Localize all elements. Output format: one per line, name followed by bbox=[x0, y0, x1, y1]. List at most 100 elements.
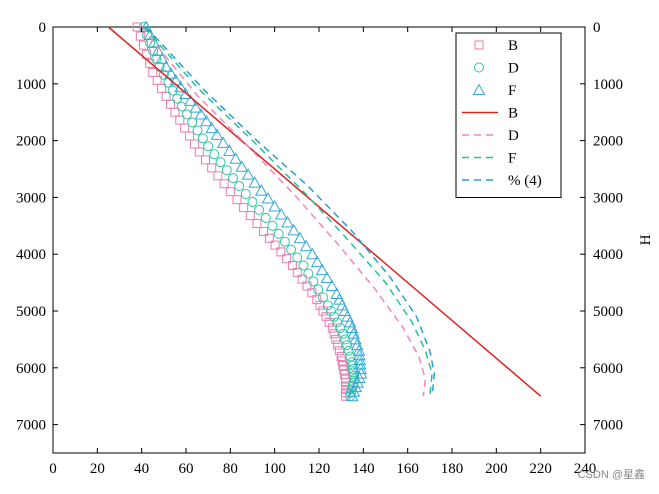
series-2-point-42 bbox=[347, 327, 360, 339]
x-tick-label-10: 200 bbox=[485, 461, 508, 477]
series-0-point-17 bbox=[207, 163, 217, 173]
series-0-point-20 bbox=[225, 187, 235, 197]
series-1-point-33 bbox=[313, 284, 324, 295]
series-0-point-26 bbox=[264, 233, 274, 243]
series-1-point-34 bbox=[317, 292, 328, 303]
series-1-point-38 bbox=[332, 317, 343, 328]
series-1-point-37 bbox=[329, 311, 340, 322]
series-0-point-33 bbox=[302, 281, 312, 291]
x-tick-label-6: 120 bbox=[308, 461, 331, 477]
series-0-point-32 bbox=[297, 274, 307, 284]
x-tick-label-2: 40 bbox=[134, 461, 149, 477]
series-1-point-6 bbox=[158, 69, 169, 80]
series-0-point-34 bbox=[307, 288, 317, 298]
series-1-point-22 bbox=[247, 196, 258, 207]
series-4-line bbox=[141, 26, 427, 397]
series-3-line bbox=[107, 26, 542, 397]
series-0-point-28 bbox=[276, 247, 286, 257]
series-1-point-10 bbox=[176, 101, 187, 112]
y-tick-label-right-0: 0 bbox=[593, 20, 601, 36]
series-2-point-33 bbox=[320, 271, 334, 284]
series-1-point-46 bbox=[347, 360, 358, 371]
series-1-point-30 bbox=[298, 260, 309, 271]
series-2-point-54 bbox=[347, 385, 361, 397]
series-0-point-45 bbox=[336, 351, 346, 361]
y-tick-label-right-3: 3000 bbox=[593, 190, 623, 206]
series-2-point-24 bbox=[268, 199, 282, 212]
series-2-point-11 bbox=[189, 101, 203, 113]
series-0-point-16 bbox=[201, 155, 211, 165]
series-2-point-51 bbox=[352, 371, 366, 384]
series-1-point-29 bbox=[292, 252, 303, 263]
series-1-point-49 bbox=[349, 370, 360, 381]
y-tick-label-left-5: 5000 bbox=[16, 304, 46, 320]
x-tick-label-12: 240 bbox=[574, 461, 597, 477]
series-2-point-29 bbox=[299, 239, 313, 252]
series-1-point-8 bbox=[167, 85, 178, 96]
x-tick-label-1: 20 bbox=[90, 461, 105, 477]
series-0-point-39 bbox=[324, 317, 334, 327]
series-2-point-55 bbox=[345, 389, 359, 402]
y-tick-label-right-4: 4000 bbox=[593, 247, 623, 263]
watermark: CSDN @星鑫 bbox=[577, 469, 645, 481]
legend-label-5: F bbox=[508, 151, 516, 167]
series-1-point-40 bbox=[338, 328, 349, 339]
series-1-point-39 bbox=[335, 323, 346, 334]
series-0-point-14 bbox=[189, 139, 199, 149]
legend-label-1: D bbox=[508, 61, 519, 77]
series-4 bbox=[141, 26, 427, 397]
legend-label-6: % (4) bbox=[508, 173, 542, 189]
series-0-point-19 bbox=[219, 179, 229, 189]
series-1-point-12 bbox=[187, 117, 198, 128]
series-2-point-23 bbox=[261, 191, 275, 204]
series-2-point-26 bbox=[281, 215, 294, 228]
series-1-point-31 bbox=[303, 268, 314, 279]
series-2-point-22 bbox=[255, 184, 268, 196]
series-1-point-45 bbox=[347, 357, 358, 368]
series-1-point-13 bbox=[192, 125, 203, 136]
series-2-point-30 bbox=[306, 247, 319, 260]
data-layer bbox=[107, 20, 542, 402]
series-2-point-4 bbox=[155, 52, 169, 64]
legend-label-2: F bbox=[508, 83, 516, 99]
series-5 bbox=[143, 26, 433, 397]
series-2-point-43 bbox=[349, 332, 362, 345]
series-1-point-44 bbox=[345, 351, 356, 362]
y-tick-label-right-7: 7000 bbox=[593, 418, 623, 434]
legend-box bbox=[455, 32, 562, 198]
y-tick-label-left-4: 4000 bbox=[16, 247, 46, 263]
legend-label-4: D bbox=[508, 128, 519, 144]
series-2-point-6 bbox=[164, 67, 178, 79]
series-0-point-23 bbox=[245, 211, 255, 221]
series-1-point-21 bbox=[240, 188, 251, 199]
series-1-point-41 bbox=[340, 334, 351, 345]
series-0-point-13 bbox=[185, 131, 195, 141]
series-1-point-28 bbox=[286, 244, 297, 255]
series-1-point-24 bbox=[260, 212, 271, 223]
series-0-point-22 bbox=[239, 203, 249, 213]
y-tick-label-left-2: 2000 bbox=[16, 134, 46, 150]
series-0-point-12 bbox=[180, 123, 190, 133]
x-tick-label-5: 100 bbox=[263, 461, 286, 477]
series-2-point-18 bbox=[229, 152, 242, 164]
series-1-point-48 bbox=[348, 367, 359, 378]
series-2-point-13 bbox=[200, 114, 213, 127]
series-2-point-41 bbox=[345, 321, 359, 334]
series-1-point-17 bbox=[215, 157, 226, 168]
series-1-point-23 bbox=[254, 204, 265, 215]
series-0-point-15 bbox=[194, 147, 204, 157]
series-0-point-46 bbox=[337, 356, 347, 366]
series-0-point-43 bbox=[333, 340, 343, 350]
series-1-point-19 bbox=[227, 173, 238, 184]
y-tick-label-left-6: 6000 bbox=[16, 361, 46, 377]
series-2-point-9 bbox=[179, 87, 192, 100]
series-1-point-15 bbox=[203, 141, 214, 152]
series-2-point-32 bbox=[315, 263, 329, 276]
series-1-point-32 bbox=[308, 276, 319, 287]
legend-label-0: B bbox=[508, 38, 518, 54]
series-1 bbox=[138, 22, 360, 402]
series-0-point-40 bbox=[327, 323, 337, 333]
series-2-point-25 bbox=[274, 207, 288, 220]
y-tick-label-left-7: 7000 bbox=[16, 418, 46, 434]
